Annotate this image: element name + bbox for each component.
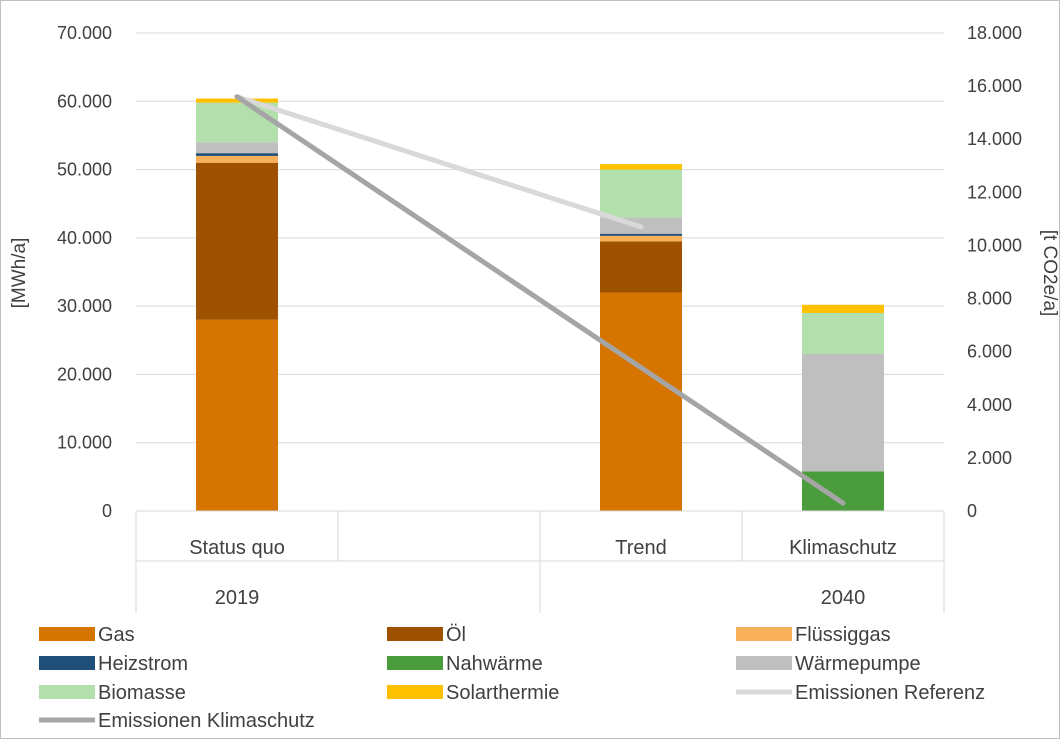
bar-segment-8 (600, 164, 682, 170)
legend-swatch (736, 627, 792, 641)
legend-label: Emissionen Referenz (795, 682, 985, 704)
legend-swatch (39, 627, 95, 641)
bar-segment-1 (196, 319, 278, 511)
category-label: Klimaschutz (789, 537, 897, 559)
legend-label: Flüssiggas (795, 624, 891, 646)
y-tick-label: 30.000 (57, 296, 112, 316)
legend-swatch (387, 656, 443, 670)
y2-axis-title: [t CO2e/a] (1039, 230, 1060, 317)
legend-label: Nahwärme (446, 653, 543, 675)
y2-tick-label: 12.000 (967, 182, 1022, 202)
group-label: 2019 (215, 587, 260, 609)
bar-segment-6 (196, 142, 278, 154)
bar-segment-7 (196, 102, 278, 143)
stacked-bars (196, 98, 884, 511)
line-series-2 (234, 94, 846, 506)
y2-tick-label: 14.000 (967, 129, 1022, 149)
legend-label: Emissionen Klimaschutz (98, 710, 315, 732)
emission-lines (234, 94, 846, 506)
category-label: Trend (615, 537, 667, 559)
y-tick-label: 60.000 (57, 91, 112, 111)
y-tick-label: 10.000 (57, 433, 112, 453)
legend-swatch (387, 685, 443, 699)
bar-segment-4 (196, 153, 278, 156)
y2-tick-label: 16.000 (967, 76, 1022, 96)
legend-label: Solarthermie (446, 682, 559, 704)
legend-label: Öl (446, 624, 466, 646)
bar-segment-2 (196, 162, 278, 320)
bar-segment-3 (600, 235, 682, 242)
legend-label: Heizstrom (98, 653, 188, 675)
bar-segment-3 (196, 155, 278, 163)
y-tick-label: 0 (102, 501, 112, 521)
legend-swatch (39, 656, 95, 670)
category-label: Status quo (189, 537, 285, 559)
y2-tick-label: 18.000 (967, 23, 1022, 43)
y2-tick-label: 4.000 (967, 395, 1012, 415)
y2-tick-label: 10.000 (967, 235, 1022, 255)
bar-segment-1 (600, 292, 682, 511)
legend: Gas Öl Flüssiggas Heizstrom Nahwärme Wärmepum… (39, 624, 985, 732)
legend-swatch (736, 656, 792, 670)
y-axis-title: [MWh/a] (9, 238, 30, 309)
bar-segment-8 (802, 304, 884, 313)
y-tick-label: 20.000 (57, 364, 112, 384)
legend-swatch (387, 627, 443, 641)
axes: 0 10.000 20.000 30.000 40.000 50.000 60.000 70.… (57, 23, 1022, 613)
legend-label: Gas (98, 624, 135, 646)
bar-segment-6 (802, 353, 884, 472)
y-tick-label: 70.000 (57, 23, 112, 43)
bar-segment-2 (600, 241, 682, 293)
y2-tick-label: 2.000 (967, 448, 1012, 468)
bar-segment-4 (600, 233, 682, 236)
y2-tick-label: 0 (967, 501, 977, 521)
line-series-1 (234, 94, 644, 230)
legend-label: Wärmepumpe (795, 653, 921, 675)
bar-segment-7 (600, 169, 682, 218)
y2-tick-label: 6.000 (967, 342, 1012, 362)
y2-tick-label: 8.000 (967, 289, 1012, 309)
y-tick-label: 40.000 (57, 228, 112, 248)
bar-segment-7 (802, 312, 884, 354)
bar-segment-8 (196, 98, 278, 103)
group-label: 2040 (821, 587, 866, 609)
legend-swatch (39, 685, 95, 699)
legend-label: Biomasse (98, 682, 186, 704)
y-tick-label: 50.000 (57, 160, 112, 180)
